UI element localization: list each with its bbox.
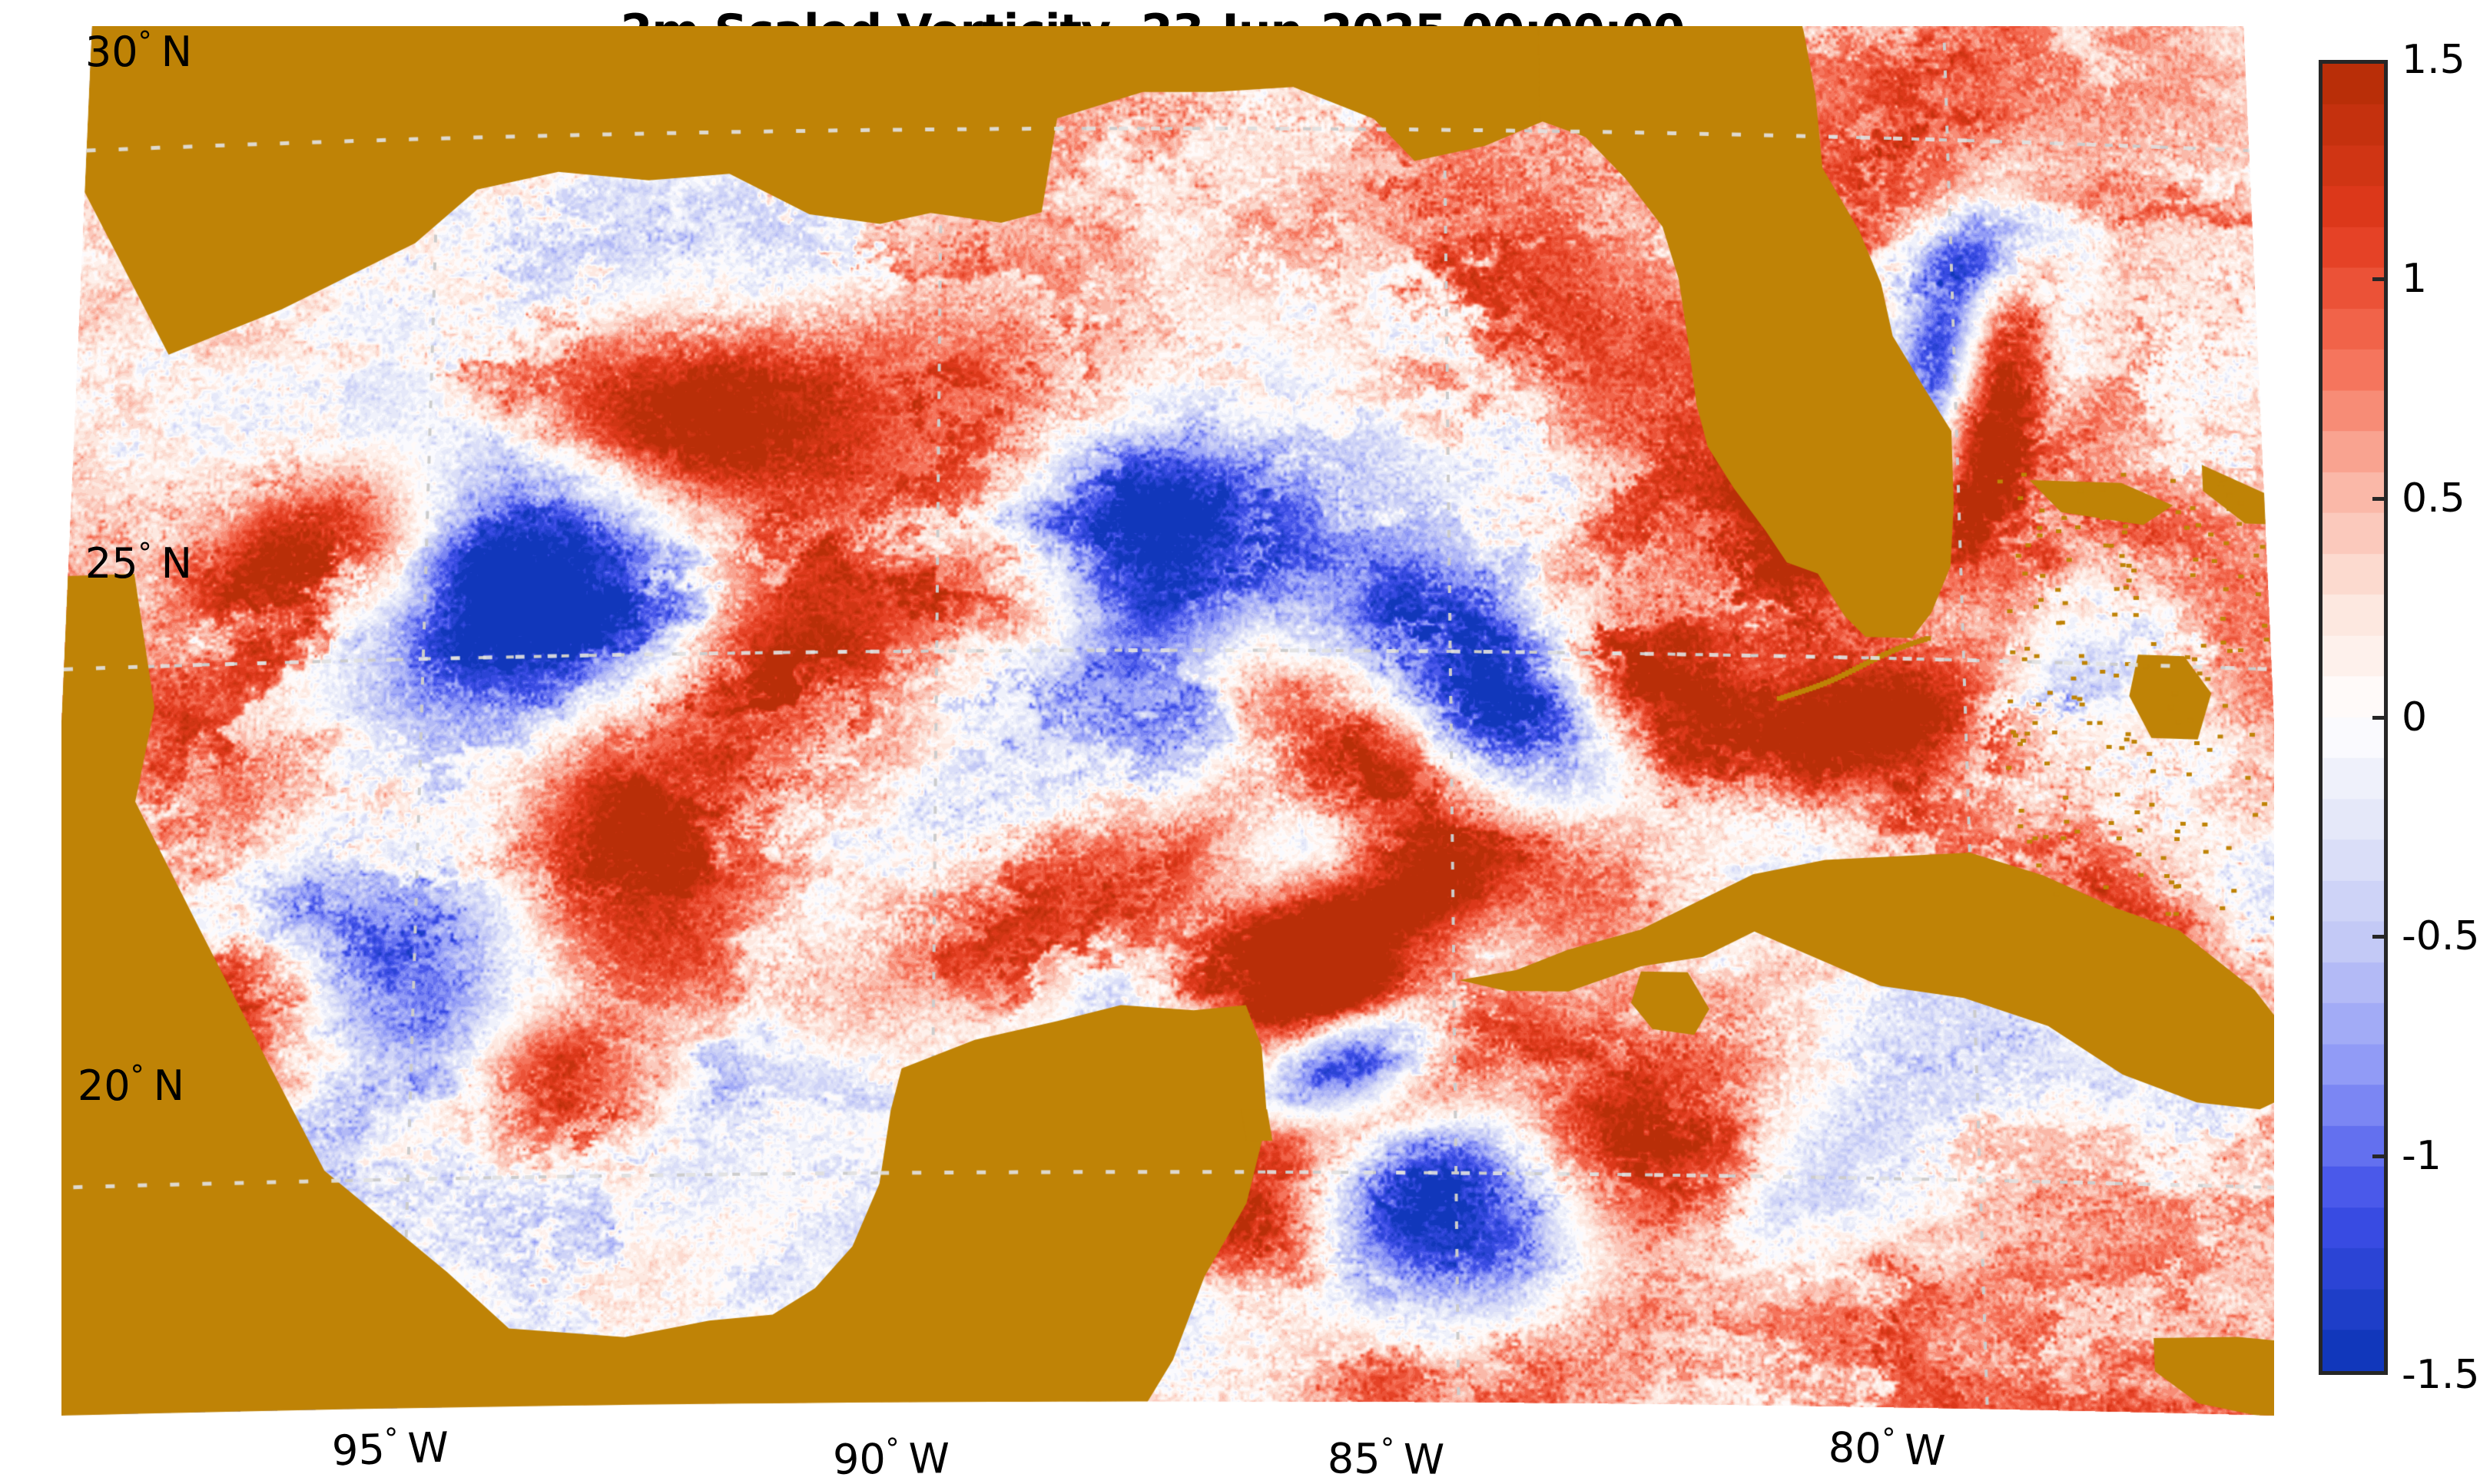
hemisphere-label: W: [1403, 1435, 1445, 1484]
colorbar-tick-label: -0.5: [2402, 913, 2480, 960]
lon-tick-label-85w: 85° W: [1328, 1433, 1445, 1484]
lat-tick-label-30n: 30° N: [15, 26, 192, 76]
colorbar-tick-label: 0.5: [2402, 475, 2465, 522]
colorbar-tick-label: -1.5: [2402, 1352, 2480, 1398]
lon-tick-value: 85: [1327, 1434, 1381, 1483]
colorbar-tick-label: 1: [2402, 256, 2428, 303]
hemisphere-label: W: [908, 1434, 950, 1483]
lon-tick-label-95w: 95° W: [331, 1422, 449, 1476]
lat-tick-value: 20: [77, 1062, 131, 1110]
degree-symbol-icon: °: [1380, 1433, 1397, 1466]
colorbar-tick-mark: [2372, 496, 2388, 501]
lat-tick-label-20n: 20° N: [0, 1060, 184, 1110]
colorbar-tick-mark: [2372, 935, 2388, 939]
hemisphere-label: N: [153, 1062, 184, 1110]
degree-symbol-icon: °: [1881, 1423, 1898, 1456]
lon-tick-value: 95: [331, 1425, 386, 1476]
lat-tick-value: 30: [85, 28, 138, 76]
colorbar-tick-mark: [2372, 716, 2388, 720]
lat-tick-label-25n: 25° N: [0, 538, 192, 588]
colorbar-tick-label: 0: [2402, 694, 2428, 740]
colorbar-tick-mark: [2372, 277, 2388, 282]
degree-symbol-icon: °: [138, 26, 154, 58]
lon-tick-value: 80: [1828, 1423, 1882, 1473]
vorticity-heatmap-canvas[interactable]: [61, 26, 2274, 1416]
lon-tick-label-80w: 80° W: [1828, 1422, 1946, 1476]
degree-symbol-icon: °: [383, 1423, 400, 1456]
degree-symbol-icon: °: [130, 1060, 146, 1091]
colorbar-tick-label: -1: [2402, 1132, 2442, 1179]
degree-symbol-icon: °: [885, 1433, 901, 1466]
map-plot-area[interactable]: [61, 26, 2274, 1416]
colorbar-tick-label: 1.5: [2402, 37, 2465, 83]
hemisphere-label: W: [1903, 1425, 1947, 1476]
lon-tick-value: 90: [832, 1435, 887, 1484]
lat-tick-value: 25: [85, 539, 138, 588]
degree-symbol-icon: °: [138, 538, 154, 569]
hemisphere-label: N: [161, 28, 192, 76]
lon-tick-label-90w: 90° W: [833, 1433, 950, 1484]
colorbar-tick-mark: [2372, 1154, 2388, 1158]
hemisphere-label: W: [406, 1423, 450, 1473]
hemisphere-label: N: [161, 539, 192, 588]
